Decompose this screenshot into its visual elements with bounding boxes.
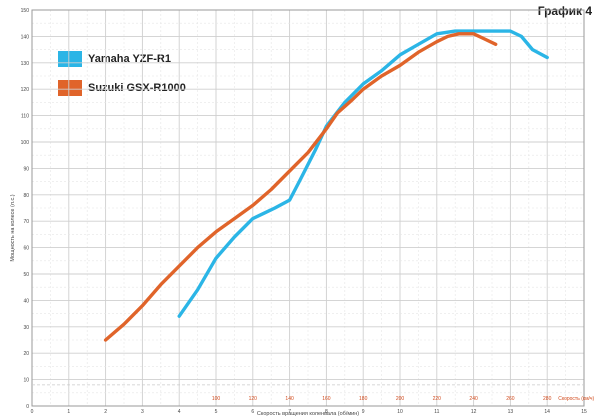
y-tick-label: 130 — [21, 61, 30, 67]
x-axis-label: Скорость вращения коленвала (об/мин) — [257, 411, 359, 417]
x-tick-label: 0 — [31, 409, 34, 415]
x-tick-label: 12 — [471, 409, 477, 415]
x-tick-label: 4 — [178, 409, 181, 415]
y-tick-label: 80 — [23, 193, 29, 199]
x-tick-label: 3 — [141, 409, 144, 415]
x-tick-label: 5 — [215, 409, 218, 415]
chart-grid — [31, 9, 585, 407]
legend-label-suzuki: Suzuki GSX-R1000 — [88, 82, 186, 94]
y-tick-label: 50 — [23, 272, 29, 278]
x-tick-label: 1 — [67, 409, 70, 415]
y-tick-label: 60 — [23, 246, 29, 252]
x-tick-label: 2 — [104, 409, 107, 415]
y-tick-label: 120 — [21, 87, 30, 93]
plot-frame — [31, 9, 585, 407]
y-tick-label: 110 — [21, 114, 29, 120]
speed-tick-label: 140 — [285, 396, 294, 402]
x-tick-label: 15 — [581, 409, 587, 415]
speed-tick-label: 200 — [396, 396, 405, 402]
speed-tick-label: 100 — [212, 396, 221, 402]
x-tick-label: 10 — [397, 409, 403, 415]
x-tick-label: 11 — [434, 409, 439, 415]
speed-tick-label: 280 — [543, 396, 552, 402]
x-tick-label: 6 — [251, 409, 254, 415]
x-tick-label: 14 — [544, 409, 550, 415]
y-tick-label: 20 — [23, 351, 29, 357]
speed-tick-label: 120 — [249, 396, 258, 402]
y-tick-label: 0 — [26, 404, 29, 410]
speed-tick-label: 220 — [433, 396, 442, 402]
x-tick-label: 9 — [362, 409, 365, 415]
x-tick-label: 8 — [325, 409, 328, 415]
legend-item-suzuki: Suzuki GSX-R1000 — [58, 77, 186, 99]
y-tick-label: 70 — [23, 219, 29, 225]
y-tick-label: 150 — [21, 8, 30, 14]
y-axis-label: Мощность на колесе (л.с.) — [10, 194, 16, 261]
y-tick-label: 90 — [23, 166, 29, 172]
x-tick-label: 7 — [288, 409, 291, 415]
series-line-yamaha — [177, 29, 549, 318]
speed-axis-label: Скорость (км/ч) — [558, 396, 594, 402]
chart-title: График 4 — [537, 4, 592, 18]
y-tick-label: 30 — [23, 325, 29, 331]
speed-tick-label: 260 — [506, 396, 515, 402]
speed-tick-label: 160 — [322, 396, 331, 402]
y-tick-label: 10 — [23, 378, 29, 384]
speed-tick-label: 180 — [359, 396, 368, 402]
series-line-suzuki — [103, 32, 498, 342]
x-tick-label: 13 — [508, 409, 514, 415]
y-tick-label: 100 — [21, 140, 30, 146]
legend-label-yamaha: Yamaha YZF-R1 — [88, 53, 171, 65]
speed-tick-label: 240 — [469, 396, 478, 402]
y-tick-label: 140 — [21, 34, 30, 40]
legend-swatch-suzuki — [58, 80, 82, 96]
y-tick-label: 40 — [23, 298, 29, 304]
chart-series — [103, 29, 549, 342]
